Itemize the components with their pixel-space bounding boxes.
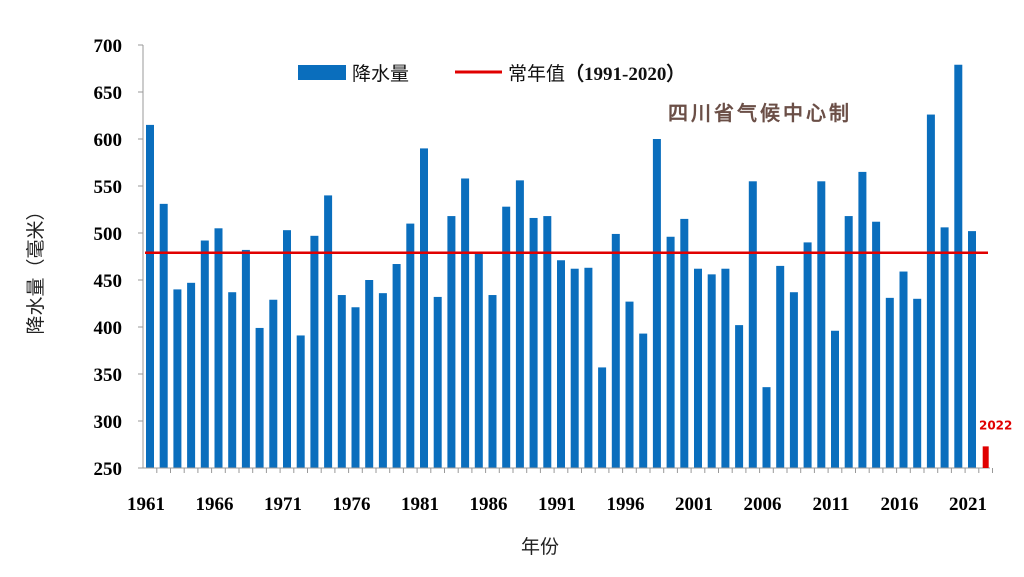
- bar-1996: [625, 301, 634, 468]
- bar-2000: [680, 218, 689, 468]
- x-tick-label: 2006: [744, 494, 782, 515]
- bar-2013: [858, 171, 867, 468]
- bar-1983: [447, 216, 456, 468]
- bar-1978: [378, 293, 387, 468]
- bar-2012: [844, 216, 853, 468]
- bar-1965: [200, 240, 209, 468]
- x-tick-label: 1976: [333, 494, 371, 515]
- bar-2021: [968, 231, 976, 468]
- watermark: 四川省气候中心制: [668, 101, 852, 125]
- bar-2010: [817, 181, 826, 469]
- bar-1986: [488, 295, 497, 468]
- y-tick-label: 250: [94, 459, 123, 480]
- y-tick-label: 400: [94, 318, 123, 339]
- x-tick-label: 2021: [949, 494, 987, 515]
- bar-1982: [433, 296, 442, 468]
- bar-2001: [694, 268, 702, 468]
- bar-2016: [899, 271, 908, 468]
- bar-1991: [557, 260, 565, 468]
- bar-2015: [885, 297, 894, 468]
- x-tick-label: 1971: [264, 494, 302, 515]
- bar-1963: [173, 289, 182, 468]
- bar-1987: [502, 206, 511, 468]
- bar-1997: [639, 333, 648, 468]
- bar-2008: [789, 292, 798, 468]
- bar-1995: [611, 233, 620, 468]
- x-tick-label: 1986: [470, 494, 508, 515]
- bar-2004: [735, 325, 744, 468]
- bar-1964: [187, 282, 196, 468]
- bar-2017: [913, 298, 922, 468]
- y-tick-label: 550: [94, 177, 123, 198]
- bar-1980: [406, 223, 415, 468]
- bar-1971: [283, 230, 291, 468]
- bar-1979: [392, 264, 401, 468]
- bar-1968: [241, 249, 250, 468]
- bar-1993: [584, 267, 593, 468]
- bar-1975: [337, 295, 346, 468]
- bar-1984: [461, 178, 470, 469]
- x-tick-label: 2011: [813, 494, 850, 515]
- bar-1961: [146, 124, 154, 469]
- y-axis-title: 降水量（毫米）: [25, 201, 47, 334]
- legend: 降水量 常年值（1991-2020）: [298, 62, 685, 85]
- bar-1974: [324, 195, 333, 468]
- y-tick-label: 500: [94, 224, 123, 245]
- x-tick-label: 1981: [401, 494, 439, 515]
- bar-1966: [214, 228, 223, 468]
- bar-1970: [269, 299, 278, 468]
- y-tick-label: 450: [94, 271, 123, 292]
- bar-1989: [529, 217, 538, 468]
- legend-bar-label: 降水量: [352, 63, 409, 85]
- bar-1973: [310, 235, 319, 468]
- bar-1994: [598, 367, 607, 468]
- x-axis-title: 年份: [521, 536, 559, 558]
- x-tick-label: 2016: [881, 494, 919, 515]
- bar-2009: [803, 242, 812, 468]
- bar-2011: [831, 330, 839, 468]
- bar-1976: [351, 307, 360, 468]
- y-tick-label: 650: [94, 83, 123, 104]
- bar-1990: [543, 216, 552, 468]
- bar-2020: [954, 64, 963, 469]
- bar-2014: [872, 221, 881, 468]
- y-tick-label: 350: [94, 365, 123, 386]
- bar-1967: [228, 292, 237, 468]
- x-tick-label: 2001: [675, 494, 713, 515]
- y-tick-label: 700: [94, 36, 123, 57]
- bar-1998: [652, 139, 661, 468]
- bar-1981: [420, 148, 428, 468]
- bar-1999: [666, 236, 675, 468]
- bar-2007: [776, 265, 785, 468]
- legend-bar-swatch: [298, 65, 346, 80]
- highlight-bar-2022: [982, 446, 989, 468]
- y-tick-label: 600: [94, 130, 123, 151]
- bar-1977: [365, 280, 374, 468]
- bar-1972: [296, 335, 305, 468]
- bar-2002: [707, 274, 716, 468]
- bar-2018: [926, 114, 935, 468]
- x-tick-label: 1966: [196, 494, 234, 515]
- bar-1985: [474, 253, 483, 468]
- x-tick-label: 1996: [607, 494, 645, 515]
- bar-1962: [159, 203, 168, 469]
- bar-2003: [721, 268, 730, 468]
- bar-1969: [255, 327, 264, 468]
- highlight-year-label: 2022: [979, 418, 1012, 432]
- bar-1988: [515, 180, 524, 469]
- y-tick-label: 300: [94, 412, 123, 433]
- bar-2005: [748, 181, 757, 469]
- bar-2006: [762, 387, 771, 468]
- bar-2019: [940, 227, 949, 468]
- x-tick-label: 1961: [127, 494, 165, 515]
- legend-line-label: 常年值（1991-2020）: [508, 62, 685, 85]
- bar-1992: [570, 268, 579, 468]
- x-tick-label: 1991: [538, 494, 576, 515]
